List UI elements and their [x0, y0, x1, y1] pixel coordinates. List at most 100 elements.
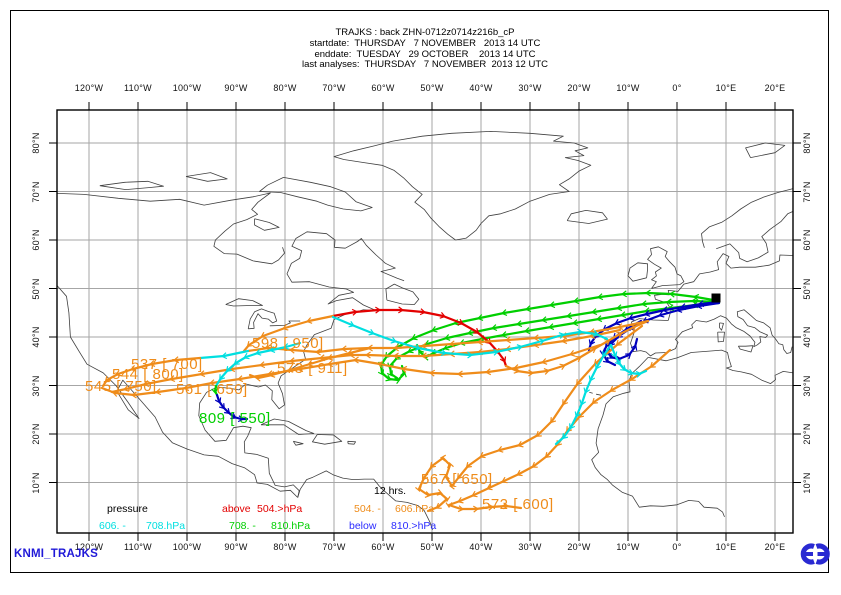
trajectory-label: 545 [ 750] — [85, 378, 157, 395]
coastline — [566, 210, 608, 224]
coastline — [347, 440, 356, 445]
coastline — [385, 283, 420, 305]
lon-label-top: 40°W — [469, 83, 493, 93]
lat-label-left: 10°N — [31, 471, 41, 494]
coastline — [701, 188, 794, 248]
coastline — [596, 393, 602, 396]
lon-label-top: 90°W — [224, 83, 248, 93]
lon-label-top: 120°W — [74, 83, 104, 93]
coastline — [647, 246, 685, 289]
lon-label-bottom: 20°W — [567, 542, 591, 552]
lat-label-right: 60°N — [802, 229, 812, 251]
lon-label-top: 110°W — [124, 83, 152, 93]
lon-label-top: 20°W — [567, 83, 591, 93]
coastline — [57, 192, 285, 265]
trajectory-label: 809 [ 550] — [199, 410, 271, 427]
lat-label-left: 80°N — [31, 132, 41, 154]
lon-label-top: 10°E — [715, 83, 737, 93]
coastline — [292, 440, 304, 446]
lat-label-right: 20°N — [802, 423, 812, 445]
lat-label-right: 50°N — [802, 277, 812, 300]
lon-label-top: 50°W — [420, 83, 444, 93]
lon-label-bottom: 110°W — [124, 542, 152, 552]
trajectory-navy — [214, 393, 249, 423]
trajectory-label: 598 [ 950] — [252, 335, 324, 352]
trajectory-layer — [100, 289, 721, 513]
coastline — [185, 172, 228, 182]
legend-item: pressure — [107, 503, 148, 515]
coastline — [627, 262, 648, 282]
page-border — [10, 10, 829, 573]
coastline — [56, 285, 298, 498]
lon-label-top: 0° — [672, 83, 682, 93]
lat-label-left: 30°N — [31, 374, 41, 397]
coastline — [254, 218, 280, 231]
lon-label-bottom: 0° — [672, 542, 682, 552]
lon-label-bottom: 30°W — [518, 542, 542, 552]
coastline — [737, 345, 754, 353]
legend-item: 504.>hPa — [257, 503, 303, 515]
lat-label-left: 40°N — [31, 326, 41, 348]
trajectory-label: 561 [ 650] — [176, 381, 248, 398]
coastline — [648, 349, 794, 384]
legend-item: 606. - — [99, 520, 126, 532]
coastline — [286, 231, 405, 314]
knmi-logo-icon — [800, 543, 830, 565]
lon-label-top: 30°W — [518, 83, 542, 93]
title-block: TRAJKS : back ZHN-0712z0714z216b_cP star… — [57, 27, 793, 71]
knmi-logo — [797, 542, 833, 571]
trajectory-label: 573 [ 911] — [277, 360, 348, 377]
coastline — [312, 434, 343, 445]
lat-label-left: 60°N — [31, 229, 41, 251]
lon-label-bottom: 80°W — [273, 542, 297, 552]
lon-label-bottom: 20°E — [764, 542, 786, 552]
coastline — [225, 298, 263, 307]
trajectory-cyan — [554, 343, 613, 446]
lat-label-right: 70°N — [802, 180, 812, 203]
lat-label-left: 70°N — [31, 180, 41, 203]
lon-label-bottom: 40°W — [469, 542, 493, 552]
lat-label-right: 30°N — [802, 374, 812, 397]
lon-label-bottom: 120°W — [74, 542, 104, 552]
coastline — [333, 131, 592, 241]
trajectory-cyan — [609, 343, 648, 378]
lat-label-right: 80°N — [802, 132, 812, 154]
end-date: enddate: TUESDAY 29 OCTOBER 2013 14 UTC — [314, 48, 536, 60]
lat-label-right: 40°N — [802, 326, 812, 348]
lon-label-top: 20°E — [764, 83, 786, 93]
plot-title: TRAJKS : back ZHN-0712z0714z216b_cP — [335, 27, 515, 38]
legend-item: 708. - — [229, 520, 256, 532]
coastline — [259, 177, 373, 212]
lon-label-bottom: 70°W — [322, 542, 346, 552]
coastline — [99, 180, 164, 190]
legend-item: 606.hPa — [395, 503, 435, 515]
lon-label-bottom: 100°W — [172, 542, 202, 552]
trajectory-cyan — [214, 341, 302, 388]
lat-label-left: 20°N — [31, 423, 41, 445]
legend-item: 12 hrs. — [374, 485, 407, 497]
lon-label-bottom: 50°W — [420, 542, 444, 552]
legend-item: above — [222, 503, 251, 515]
trajectory-origin-marker — [711, 293, 721, 303]
lon-label-bottom: 10°E — [715, 542, 737, 552]
lon-label-top: 80°W — [273, 83, 297, 93]
lon-label-top: 100°W — [172, 83, 202, 93]
trajectory-cyan — [331, 315, 609, 359]
trajectory-label: 537 [ 700] — [131, 356, 203, 373]
lon-label-top: 10°W — [616, 83, 640, 93]
trajectory-label: 572 [ 600] — [482, 496, 554, 513]
legend-item: 708.hPa — [146, 520, 186, 532]
last-analyses: last analyses: THURSDAY 7 NOVEMBER 2013 … — [301, 59, 549, 71]
lat-label-left: 50°N — [31, 277, 41, 300]
lon-label-bottom: 10°W — [616, 542, 640, 552]
coastline — [719, 322, 724, 331]
lon-label-top: 70°W — [322, 83, 346, 93]
legend-item: below — [349, 520, 377, 532]
coastline — [591, 357, 725, 518]
trajectory-green — [211, 384, 219, 397]
map-frame — [56, 109, 794, 534]
lon-label-top: 60°W — [371, 83, 395, 93]
coastline — [589, 391, 593, 394]
